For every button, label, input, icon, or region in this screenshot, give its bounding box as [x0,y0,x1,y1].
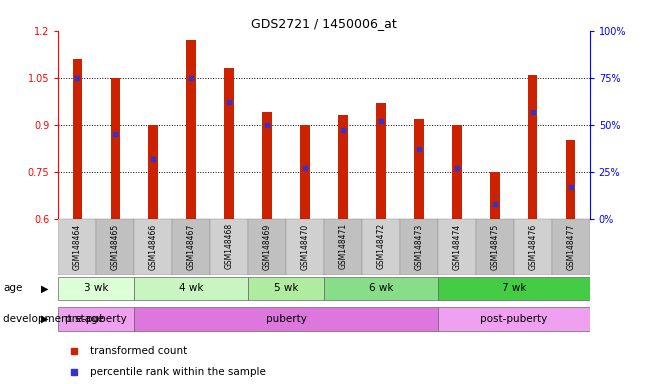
Text: GSM148471: GSM148471 [338,223,347,270]
Bar [134,219,172,275]
Bar [172,219,210,275]
Text: puberty: puberty [266,314,307,324]
Bar [324,219,362,275]
Bar [97,219,134,275]
Bar [58,307,134,331]
Bar [376,103,386,219]
Text: GSM148467: GSM148467 [187,223,196,270]
Text: GSM148477: GSM148477 [566,223,575,270]
Bar [400,219,438,275]
Text: GSM148472: GSM148472 [376,223,386,270]
Text: 3 wk: 3 wk [84,283,108,293]
Bar [338,115,348,219]
Bar [248,276,324,300]
Bar [438,276,590,300]
Bar [551,219,590,275]
Text: 6 wk: 6 wk [369,283,393,293]
Bar [210,219,248,275]
Bar [134,307,438,331]
Bar [490,172,500,219]
Bar [148,125,158,219]
Bar [324,276,438,300]
Bar [414,119,424,219]
Bar [134,276,248,300]
Text: GSM148476: GSM148476 [528,223,537,270]
Text: pre-puberty: pre-puberty [65,314,127,324]
Text: GSM148474: GSM148474 [452,223,461,270]
Text: GSM148466: GSM148466 [148,223,157,270]
Bar [438,307,590,331]
Bar [438,219,476,275]
Bar [187,40,196,219]
Text: age: age [3,283,23,293]
Text: GSM148464: GSM148464 [73,223,82,270]
Bar [452,125,461,219]
Bar [286,219,324,275]
Bar [248,219,286,275]
Bar [300,125,310,219]
Text: ▶: ▶ [41,314,49,324]
Text: 7 wk: 7 wk [502,283,526,293]
Text: 4 wk: 4 wk [179,283,203,293]
Bar [528,74,537,219]
Bar [224,68,234,219]
Title: GDS2721 / 1450006_at: GDS2721 / 1450006_at [251,17,397,30]
Bar [58,219,97,275]
Text: percentile rank within the sample: percentile rank within the sample [90,367,266,377]
Bar [58,276,134,300]
Text: transformed count: transformed count [90,346,187,356]
Bar [73,59,82,219]
Text: GSM148475: GSM148475 [491,223,500,270]
Bar [514,219,551,275]
Text: GSM148468: GSM148468 [225,223,234,270]
Text: GSM148465: GSM148465 [111,223,120,270]
Text: ▶: ▶ [41,283,49,293]
Text: GSM148470: GSM148470 [301,223,310,270]
Text: GSM148469: GSM148469 [262,223,272,270]
Bar [566,141,575,219]
Text: GSM148473: GSM148473 [414,223,423,270]
Bar [262,112,272,219]
Bar [111,78,120,219]
Bar [476,219,514,275]
Text: post-puberty: post-puberty [480,314,548,324]
Text: 5 wk: 5 wk [274,283,298,293]
Bar [362,219,400,275]
Text: development stage: development stage [3,314,104,324]
